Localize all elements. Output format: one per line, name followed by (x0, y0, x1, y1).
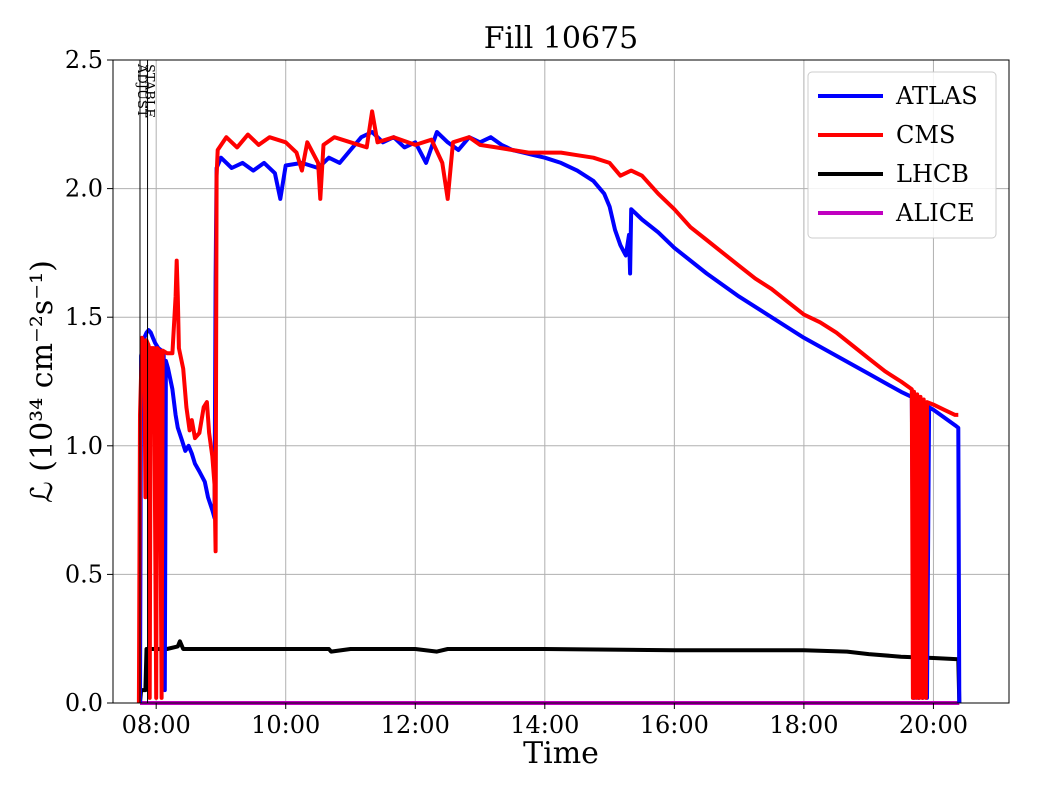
series-line-atlas (138, 130, 962, 704)
y-tick-label: 1.0 (65, 432, 103, 460)
chart-title: Fill 10675 (484, 21, 639, 56)
x-tick-label: 12:00 (381, 711, 450, 739)
series-line-cms (136, 109, 959, 704)
y-tick-label: 0.5 (65, 560, 103, 588)
y-tick-label: 0.0 (65, 689, 103, 717)
x-axis-label: Time (523, 736, 599, 771)
y-axis-label: ℒ (10³⁴ cm⁻²s⁻¹) (25, 260, 60, 503)
axis-ticks: 08:00 10:00 12:00 14:00 16:00 18:00 20:00 0.0 0.… (65, 46, 968, 739)
series-line-lhcb (138, 639, 962, 704)
y-tick-label: 1.5 (65, 303, 103, 331)
marker-label-adjust: ADJUST (134, 63, 149, 118)
legend-label-atlas: ATLAS (895, 82, 978, 110)
legend-label-lhcb: LHCB (896, 160, 969, 188)
x-tick-label: 18:00 (769, 711, 838, 739)
legend-box (807, 71, 997, 239)
x-tick-label: 08:00 (122, 711, 191, 739)
y-tick-label: 2.5 (65, 46, 103, 74)
legend-label-cms: CMS (896, 121, 955, 149)
x-tick-label: 16:00 (640, 711, 709, 739)
x-tick-label: 14:00 (510, 711, 579, 739)
legend-label-alice: ALICE (895, 199, 975, 227)
x-tick-label: 20:00 (899, 711, 968, 739)
legend: ATLAS CMS LHCB ALICE (807, 71, 997, 239)
plot-frame (112, 59, 1010, 704)
marker-label-stable: STABLE (142, 64, 157, 118)
y-tick-label: 2.0 (65, 175, 103, 203)
x-tick-label: 10:00 (251, 711, 320, 739)
